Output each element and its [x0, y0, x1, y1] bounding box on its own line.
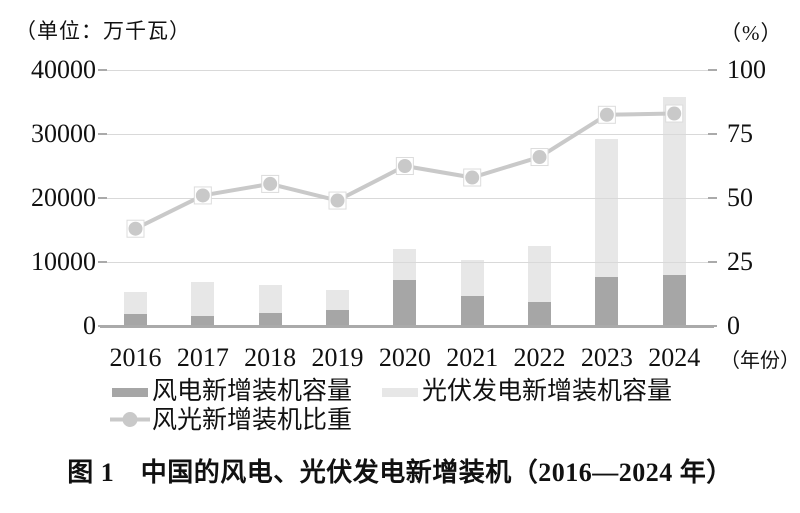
bar-solar-2021 [460, 260, 484, 296]
x-axis-suffix-label: （年份） [720, 350, 800, 372]
right-axis-unit-label: （%） [720, 21, 783, 45]
legend-swatch-share-line [110, 412, 150, 427]
bar-wind-2018 [258, 312, 282, 326]
legend-label-share: 风光新增装机比重 [152, 407, 353, 434]
left-axis-tick-label: 20000 [31, 183, 96, 212]
left-axis-tick [98, 133, 107, 135]
left-axis-tick [98, 197, 107, 199]
line-marker-2020 [397, 159, 412, 173]
legend-swatch-wind [112, 388, 148, 397]
bar-solar-2020 [393, 249, 417, 281]
x-axis-label-2023: 2023 [580, 343, 633, 372]
x-axis-line [100, 325, 714, 328]
bar-solar-2022 [528, 245, 552, 302]
left-axis-tick-label: 30000 [31, 119, 96, 148]
bar-wind-2020 [393, 280, 417, 326]
left-axis-unit-label: （单位：万千瓦） [15, 19, 191, 43]
bar-wind-2017 [191, 316, 215, 326]
left-axis-tick-label: 40000 [31, 55, 96, 84]
x-axis-label-2018: 2018 [244, 343, 297, 372]
right-axis-tick [708, 133, 717, 135]
line-series [126, 104, 684, 238]
gridline [107, 262, 708, 263]
bar-solar-2024 [662, 97, 686, 275]
line-marker-2016 [128, 221, 143, 236]
line-marker-2018 [263, 176, 278, 191]
line-marker-2021 [465, 170, 480, 185]
line-marker-2024 [667, 106, 682, 121]
bar-wind-2023 [595, 277, 619, 326]
line-marker-2023 [599, 107, 614, 122]
x-axis-label-2021: 2021 [446, 343, 499, 372]
plot-area [107, 70, 708, 326]
gridline [107, 198, 708, 199]
bar-solar-2018 [258, 284, 282, 313]
right-axis-tick [708, 69, 717, 71]
x-axis-label-2017: 2017 [176, 343, 229, 372]
left-axis-tick-label: 10000 [31, 247, 96, 276]
right-axis-tick-label: 25 [727, 247, 753, 276]
left-axis-tick [98, 69, 107, 71]
legend-swatch-solar [382, 388, 418, 397]
right-axis-tick-label: 100 [727, 55, 766, 84]
x-axis-label-2016: 2016 [109, 343, 162, 372]
right-axis-tick-label: 0 [727, 311, 740, 340]
left-axis-tick [98, 261, 107, 263]
line-marker-2017 [195, 188, 210, 203]
bar-solar-2019 [326, 290, 350, 310]
x-axis-label-2022: 2022 [513, 343, 566, 372]
bar-solar-2023 [595, 138, 619, 278]
line-marker-2019 [330, 193, 345, 208]
gridline [107, 134, 708, 135]
bar-wind-2024 [662, 274, 686, 326]
line-marker-2022 [532, 150, 547, 165]
bar-solar-2016 [124, 291, 147, 314]
figure-caption: 图 1 中国的风电、光伏发电新增装机（2016—2024 年） [67, 458, 733, 487]
right-axis-tick [708, 261, 717, 263]
bar-wind-2022 [528, 301, 552, 326]
gridline [107, 70, 708, 71]
x-axis-label-2024: 2024 [648, 343, 701, 372]
x-axis-label-2019: 2019 [311, 343, 364, 372]
right-axis-tick-label: 50 [727, 183, 753, 212]
bar-wind-2019 [326, 309, 350, 326]
bar-wind-2021 [460, 295, 484, 326]
legend-label-wind: 风电新增装机容量 [152, 378, 353, 405]
right-axis-tick-label: 75 [727, 119, 753, 148]
right-axis-tick [708, 197, 717, 199]
legend-label-solar: 光伏发电新增装机容量 [422, 378, 673, 405]
bar-solar-2017 [191, 282, 215, 317]
x-axis-label-2020: 2020 [378, 343, 431, 372]
bar-wind-2016 [124, 313, 147, 326]
left-axis-tick-label: 0 [83, 311, 96, 340]
